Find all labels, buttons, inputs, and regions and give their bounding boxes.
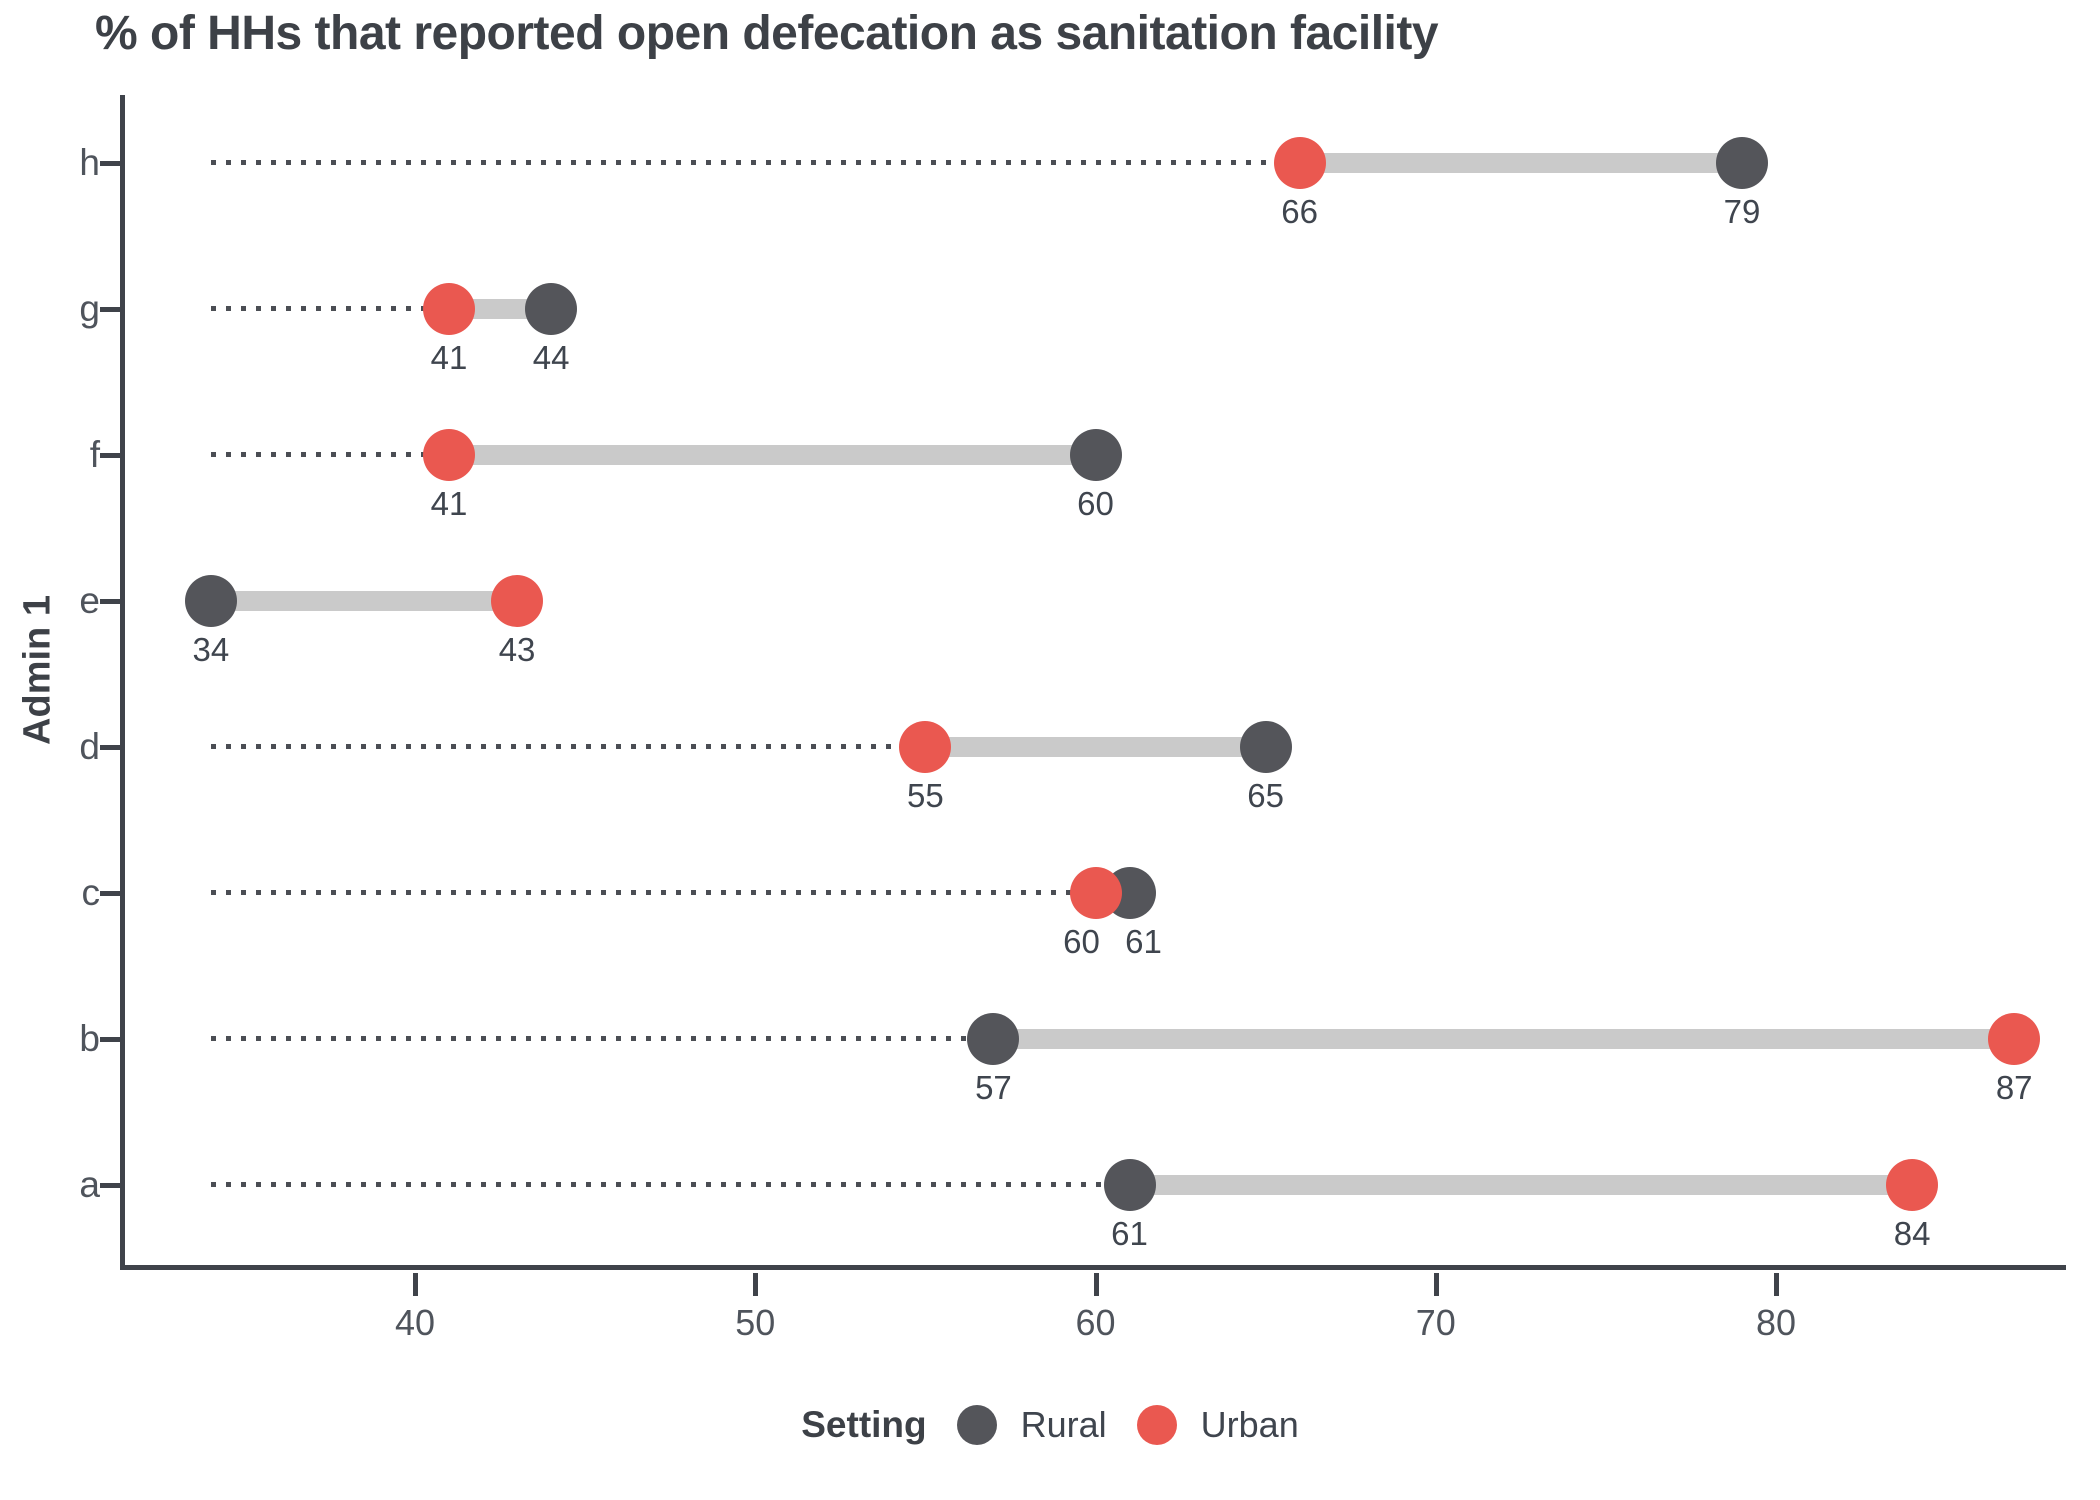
dot-urban <box>899 721 952 773</box>
value-label: 41 <box>430 339 468 376</box>
dot-rural <box>1103 1159 1156 1211</box>
x-axis-tick <box>1433 1273 1439 1296</box>
value-label: 79 <box>1723 193 1761 230</box>
category-label: c <box>81 872 101 913</box>
value-label: 61 <box>1111 1215 1148 1252</box>
category-label: a <box>79 1164 100 1205</box>
y-axis-title: Admin 1 <box>16 595 59 745</box>
dot-urban <box>1886 1159 1939 1211</box>
value-label: 87 <box>1995 1069 2033 1106</box>
dot-urban <box>423 283 476 335</box>
dot-urban <box>491 575 544 627</box>
dot-urban <box>1273 137 1326 189</box>
value-label: 57 <box>975 1069 1012 1106</box>
value-label: 44 <box>532 339 570 376</box>
dot-urban <box>423 429 476 481</box>
value-label: 66 <box>1281 193 1318 230</box>
range-bar <box>210 591 518 611</box>
value-label: 34 <box>192 631 230 668</box>
value-label: 43 <box>498 631 536 668</box>
x-axis-tick-label: 80 <box>1755 1302 1797 1343</box>
leader-line <box>210 1036 994 1041</box>
category-label: d <box>79 726 100 767</box>
x-axis-tick <box>1774 1273 1779 1296</box>
dot-rural <box>184 575 237 627</box>
category-label: f <box>89 434 100 475</box>
x-axis-tick-label: 40 <box>394 1302 436 1343</box>
leader-line <box>210 452 450 457</box>
range-bar <box>1129 1175 1913 1195</box>
plot-panel <box>120 95 2066 1270</box>
category-label: e <box>79 580 100 621</box>
y-axis-tick <box>100 745 120 750</box>
y-axis-tick <box>100 1183 120 1188</box>
y-axis-tick <box>100 599 120 604</box>
dot-rural <box>525 283 578 335</box>
leader-line <box>210 744 926 749</box>
leader-line <box>210 306 450 311</box>
value-label: 61 <box>1125 923 1162 960</box>
x-axis-tick-label: 50 <box>735 1302 776 1343</box>
x-axis-tick <box>1093 1273 1099 1296</box>
dot-urban <box>1988 1013 2041 1065</box>
category-label: g <box>79 288 100 329</box>
chart-title: % of HHs that reported open defecation a… <box>95 7 1439 60</box>
legend-label-urban: Urban <box>1200 1404 1299 1445</box>
x-axis-tick-label: 70 <box>1415 1302 1456 1343</box>
legend: Setting Rural Urban <box>0 1385 2100 1465</box>
legend-label-rural: Rural <box>1020 1404 1107 1445</box>
legend-item-urban: Urban <box>1136 1404 1299 1446</box>
value-label: 41 <box>430 485 468 522</box>
dot-rural <box>1069 429 1122 481</box>
leader-line <box>210 160 1300 165</box>
leader-line <box>210 1182 1130 1187</box>
leader-line <box>210 890 1096 895</box>
category-label: h <box>79 142 100 183</box>
range-bar <box>993 1029 2015 1049</box>
dot-rural <box>1239 721 1292 773</box>
range-bar <box>1299 153 1742 173</box>
y-axis-tick <box>100 453 120 458</box>
y-axis-tick <box>100 1037 120 1042</box>
legend-swatch-rural <box>956 1405 997 1445</box>
legend-swatch-urban <box>1136 1405 1177 1445</box>
range-bar <box>925 737 1266 757</box>
y-axis-tick <box>100 161 120 166</box>
x-axis-tick <box>413 1273 418 1296</box>
legend-title: Setting <box>801 1404 927 1445</box>
x-axis-tick <box>753 1273 759 1296</box>
x-axis-tick-label: 60 <box>1075 1302 1116 1343</box>
range-bar <box>449 445 1096 465</box>
y-axis-tick <box>100 891 120 896</box>
value-label: 65 <box>1247 777 1284 814</box>
value-label: 60 <box>1063 923 1100 960</box>
dot-urban <box>1069 867 1122 919</box>
y-axis-tick <box>100 307 120 312</box>
value-label: 84 <box>1893 1215 1931 1252</box>
dot-rural <box>967 1013 1020 1065</box>
value-label: 60 <box>1077 485 1114 522</box>
value-label: 55 <box>907 777 944 814</box>
dot-rural <box>1715 137 1768 189</box>
category-label: b <box>79 1018 100 1059</box>
legend-item-rural: Rural <box>956 1404 1107 1446</box>
